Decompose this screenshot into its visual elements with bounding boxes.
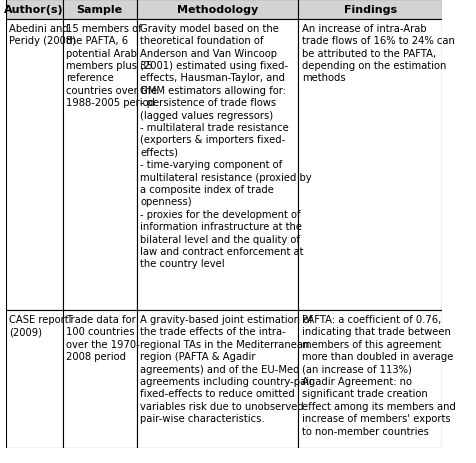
Text: An increase of intra-Arab
trade flows of 16% to 24% can
be attributed to the PAF: An increase of intra-Arab trade flows of… [301, 24, 454, 83]
Bar [62, 0, 137, 20]
Bar [6, 20, 62, 311]
Text: CASE report
(2009): CASE report (2009) [9, 314, 69, 337]
Text: Methodology: Methodology [177, 5, 258, 15]
Bar [137, 0, 298, 20]
Bar [62, 20, 137, 311]
Text: PAFTA: a coefficient of 0.76,
indicating that trade between
members of this agre: PAFTA: a coefficient of 0.76, indicating… [301, 314, 455, 436]
Bar [298, 20, 441, 311]
Bar [298, 0, 441, 20]
Text: Trade data for
100 countries
over the 1970-
2008 period: Trade data for 100 countries over the 19… [66, 314, 139, 361]
Text: 15 members of
the PAFTA, 6
potential Arab
members plus 35
reference
countries ov: 15 members of the PAFTA, 6 potential Ara… [66, 24, 157, 108]
Text: Abedini and
Peridy (2008): Abedini and Peridy (2008) [9, 24, 76, 46]
Text: Author(s): Author(s) [4, 5, 64, 15]
Text: A gravity-based joint estimation of
the trade effects of the intra-
regional TAs: A gravity-based joint estimation of the … [140, 314, 313, 423]
Bar [6, 311, 62, 448]
Bar [298, 311, 441, 448]
Bar [137, 311, 298, 448]
Text: Sample: Sample [76, 5, 122, 15]
Bar [62, 311, 137, 448]
Text: Findings: Findings [343, 5, 396, 15]
Bar [6, 0, 62, 20]
Text: Gravity model based on the
theoretical foundation of
Anderson and Van Wincoop
(2: Gravity model based on the theoretical f… [140, 24, 311, 269]
Bar [137, 20, 298, 311]
